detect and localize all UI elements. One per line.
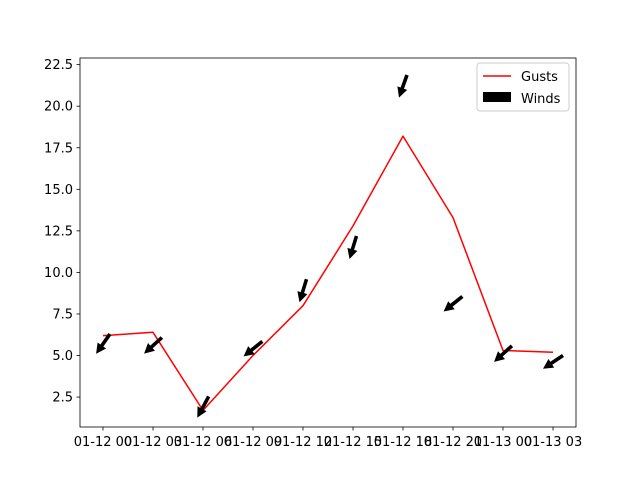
plot-marks xyxy=(96,74,564,418)
x-tick-label: 01-12 09 xyxy=(224,435,282,450)
x-tick-label: 01-13 03 xyxy=(524,435,582,450)
x-tick-label: 01-12 00 xyxy=(74,435,132,450)
wind-arrow-5 xyxy=(347,235,359,259)
y-tick-label: 12.5 xyxy=(44,224,73,239)
legend-gusts-label: Gusts xyxy=(521,70,558,85)
plot-frame xyxy=(79,57,577,428)
wind-arrow-3 xyxy=(243,340,264,357)
gusts-series-line xyxy=(102,135,554,412)
wind-arrow-1 xyxy=(144,336,164,354)
y-tick-label: 15.0 xyxy=(44,183,73,198)
y-tick-label: 10.0 xyxy=(44,266,73,281)
x-tick-label: 01-12 12 xyxy=(274,435,332,450)
legend: Gusts Winds xyxy=(476,62,570,112)
axes: 2.5 5.0 7.5 10.0 12.5 15.0 17.5 20.0 22.5 01-12 0… xyxy=(44,57,582,450)
legend-winds-label: Winds xyxy=(521,92,561,107)
y-tick-label: 17.5 xyxy=(44,141,73,156)
y-tick-label: 20.0 xyxy=(44,100,73,115)
wind-arrow-4 xyxy=(297,278,309,303)
wind-arrow-0 xyxy=(96,333,112,354)
y-tick-label: 5.0 xyxy=(52,349,73,364)
y-tick-label: 2.5 xyxy=(52,391,73,406)
x-tick-label: 01-12 21 xyxy=(424,435,482,450)
wind-arrow-8 xyxy=(494,344,514,362)
wind-arrow-7 xyxy=(443,295,464,312)
y-tick-label: 7.5 xyxy=(52,307,73,322)
x-tick-label: 01-12 03 xyxy=(124,435,182,450)
y-tick-label: 22.5 xyxy=(44,58,73,73)
x-tick-label: 01-13 00 xyxy=(474,435,532,450)
x-tick-label: 01-12 15 xyxy=(324,435,382,450)
legend-winds-swatch xyxy=(483,92,511,102)
x-tick-label: 01-12 06 xyxy=(174,435,232,450)
wind-arrow-6 xyxy=(397,74,409,98)
wind-arrow-2 xyxy=(197,395,211,418)
x-tick-label: 01-12 18 xyxy=(374,435,432,450)
wind-arrow-9 xyxy=(543,354,564,369)
